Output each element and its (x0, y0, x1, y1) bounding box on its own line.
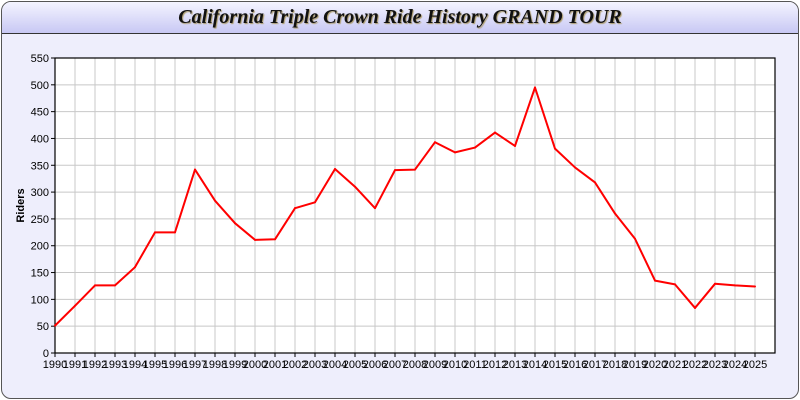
data-point (574, 166, 576, 169)
y-tick-label: 150 (31, 268, 49, 280)
data-point (454, 151, 456, 154)
x-tick-label: 2022 (683, 359, 707, 371)
chart-title: California Triple Crown Ride History GRA… (178, 6, 622, 28)
x-tick-label: 2013 (503, 359, 527, 371)
x-tick-label: 1996 (163, 359, 187, 371)
x-tick-label: 2007 (383, 359, 407, 371)
x-tick-label: 1991 (63, 359, 87, 371)
x-tick-label: 2014 (523, 359, 547, 371)
data-point (654, 279, 656, 282)
data-point (294, 207, 296, 210)
data-point (254, 238, 256, 241)
data-point (494, 131, 496, 134)
y-tick-label: 500 (31, 80, 49, 92)
y-tick-label: 250 (31, 214, 49, 226)
data-point (374, 207, 376, 210)
x-tick-label: 2011 (463, 359, 487, 371)
y-tick-label: 350 (31, 160, 49, 172)
x-tick-label: 2002 (283, 359, 307, 371)
data-point (174, 231, 176, 234)
data-point (614, 212, 616, 215)
x-tick-label: 1992 (83, 359, 107, 371)
y-tick-label: 200 (31, 241, 49, 253)
data-point (314, 201, 316, 204)
series-line (54, 86, 756, 327)
data-point (634, 237, 636, 240)
x-tick-label: 1993 (103, 359, 127, 371)
x-tick-label: 2003 (303, 359, 327, 371)
data-point (434, 141, 436, 144)
data-point (354, 185, 356, 188)
y-tick-label: 550 (31, 53, 49, 65)
y-axis-label: Riders (15, 188, 27, 222)
data-point (234, 222, 236, 225)
data-point (94, 284, 96, 287)
x-tick-label: 1997 (183, 359, 207, 371)
data-point (474, 146, 476, 149)
x-tick-label: 2009 (423, 359, 447, 371)
x-tick-label: 2024 (723, 359, 747, 371)
x-tick-label: 2015 (543, 359, 567, 371)
data-point (334, 168, 336, 171)
data-point (394, 169, 396, 172)
data-point (714, 282, 716, 285)
data-point (154, 231, 156, 234)
x-tick-label: 1998 (203, 359, 227, 371)
x-tick-label: 2018 (603, 359, 627, 371)
x-tick-label: 2000 (243, 359, 267, 371)
data-point (594, 181, 596, 184)
data-point (734, 284, 736, 287)
x-tick-label: 2005 (343, 359, 367, 371)
data-point (414, 168, 416, 171)
y-tick-label: 400 (31, 133, 49, 145)
data-point (754, 285, 756, 288)
plot-border (54, 57, 776, 354)
title-bar: California Triple Crown Ride History GRA… (2, 2, 798, 34)
x-tick-label: 2012 (483, 359, 507, 371)
x-tick-label: 2019 (623, 359, 647, 371)
y-tick-label: 0 (43, 348, 49, 360)
data-point (674, 283, 676, 286)
data-point (214, 199, 216, 202)
y-tick-label: 100 (31, 294, 49, 306)
x-tick-label: 1990 (43, 359, 67, 371)
data-point (134, 266, 136, 269)
x-tick-label: 1995 (143, 359, 167, 371)
x-tick-label: 2017 (583, 359, 607, 371)
data-point (694, 306, 696, 309)
x-tick-label: 2001 (263, 359, 287, 371)
x-tick-label: 2016 (563, 359, 587, 371)
x-tick-label: 2008 (403, 359, 427, 371)
data-point (54, 324, 56, 327)
x-tick-label: 1999 (223, 359, 247, 371)
data-point (514, 144, 516, 147)
x-tick-label: 2021 (663, 359, 687, 371)
x-tick-label: 2004 (323, 359, 347, 371)
data-point (554, 147, 556, 150)
x-tick-label: 2010 (443, 359, 467, 371)
data-point (114, 284, 116, 287)
x-tick-label: 2023 (703, 359, 727, 371)
data-point (274, 238, 276, 241)
data-point (194, 168, 196, 171)
y-tick-label: 50 (37, 321, 49, 333)
x-tick-label: 1994 (123, 359, 147, 371)
x-tick-label: 2020 (643, 359, 667, 371)
y-tick-label: 300 (31, 187, 49, 199)
x-tick-label: 2006 (363, 359, 387, 371)
data-point (534, 86, 536, 89)
data-point (74, 304, 76, 307)
y-tick-label: 450 (31, 107, 49, 119)
x-tick-label: 2025 (743, 359, 767, 371)
